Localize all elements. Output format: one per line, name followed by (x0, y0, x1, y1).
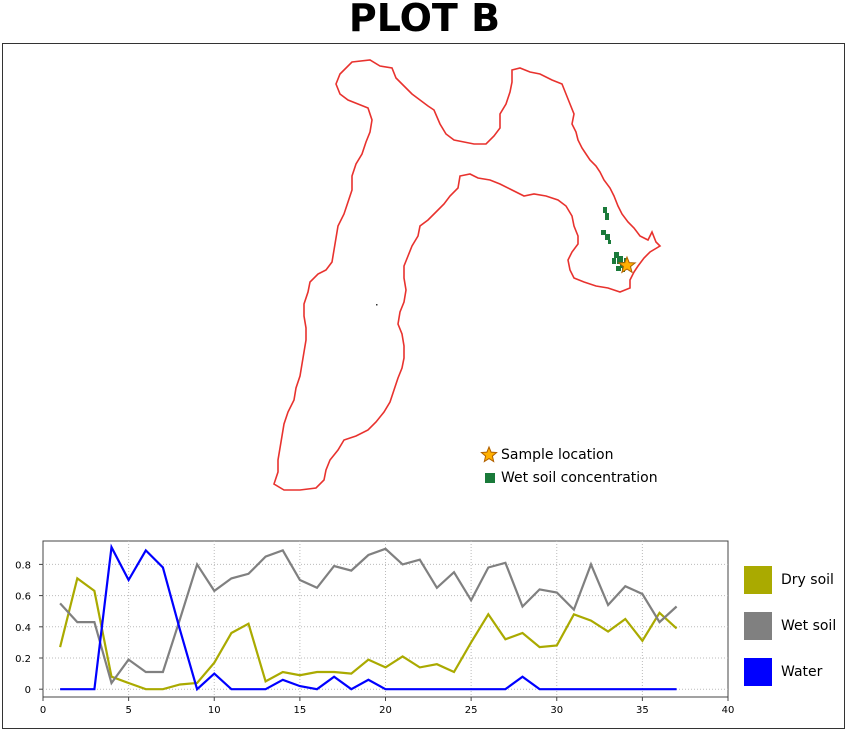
x-tick-label: 5 (125, 705, 131, 716)
y-axis: 0 0.2 0.4 0.6 0.8 (15, 560, 43, 696)
legend-label-wet-soil: Wet soil (781, 618, 836, 634)
map-legend-sample-label: Sample location (501, 447, 614, 463)
y-tick-label: 0.8 (15, 560, 31, 571)
figure-frame (2, 43, 845, 729)
legend-swatch-wet-soil (744, 612, 772, 640)
y-tick-label: 0 (25, 685, 31, 696)
legend-square-icon (485, 473, 495, 483)
map-speck (376, 304, 378, 306)
map-legend-wetsoil-label: Wet soil concentration (501, 470, 658, 486)
region-outline (273, 59, 662, 491)
plot-title: PLOT B (348, 0, 501, 40)
chart-legend: Dry soil Wet soil Water (744, 566, 836, 686)
x-tick-label: 35 (636, 705, 649, 716)
x-tick-label: 10 (208, 705, 221, 716)
x-tick-label: 40 (722, 705, 735, 716)
legend-label-dry-soil: Dry soil (781, 572, 834, 588)
legend-swatch-dry-soil (744, 566, 772, 594)
map-legend: Sample location Wet soil concentration (480, 445, 658, 486)
y-tick-label: 0.4 (15, 623, 31, 634)
x-tick-label: 25 (465, 705, 478, 716)
legend-star-icon (480, 445, 498, 463)
x-tick-label: 20 (379, 705, 392, 716)
series-line-wet-soil (59, 547, 678, 686)
sample-location-star (617, 255, 637, 274)
x-axis: 0 5 10 15 20 25 30 35 40 (40, 697, 735, 716)
x-tick-label: 15 (294, 705, 307, 716)
x-tick-label: 30 (550, 705, 563, 716)
legend-label-water: Water (781, 664, 823, 680)
legend-swatch-water (744, 658, 772, 686)
series-line-water (60, 543, 677, 692)
y-tick-label: 0.6 (15, 592, 31, 603)
x-tick-label: 0 (40, 705, 46, 716)
chart-series (59, 543, 678, 692)
series-line-dry-soil (59, 576, 678, 691)
y-tick-label: 0.2 (15, 654, 31, 665)
